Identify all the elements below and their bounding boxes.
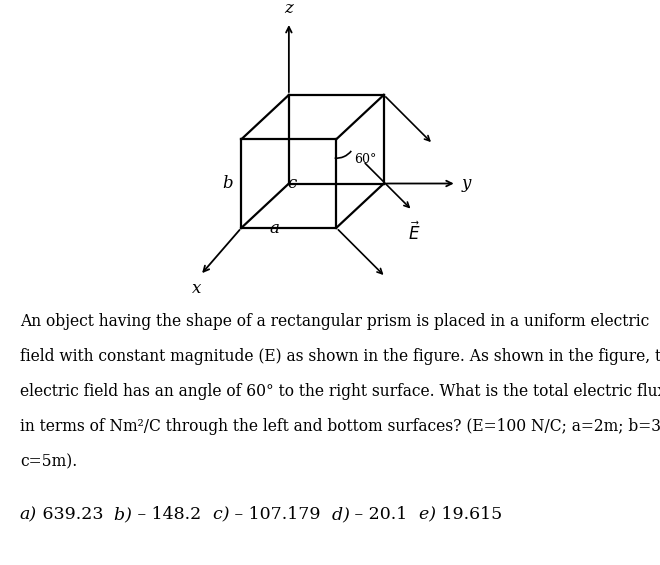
Text: field with constant magnitude (E) as shown in the figure. As shown in the figure: field with constant magnitude (E) as sho…	[20, 348, 660, 365]
Text: y: y	[461, 175, 471, 192]
Text: – 107.179: – 107.179	[229, 506, 321, 523]
Text: An object having the shape of a rectangular prism is placed in a uniform electri: An object having the shape of a rectangu…	[20, 313, 649, 330]
Text: b): b)	[104, 506, 132, 523]
Text: a): a)	[20, 506, 37, 523]
Text: c: c	[287, 175, 296, 192]
Text: x: x	[193, 280, 202, 297]
Text: d): d)	[321, 506, 349, 523]
Text: 60°: 60°	[354, 154, 376, 167]
Text: electric field has an angle of 60° to the right surface. What is the total elect: electric field has an angle of 60° to th…	[20, 383, 660, 400]
Text: c): c)	[201, 506, 229, 523]
Text: – 20.1: – 20.1	[349, 506, 408, 523]
Text: 639.23: 639.23	[37, 506, 104, 523]
Text: z: z	[284, 1, 293, 18]
Text: c=5m).: c=5m).	[20, 453, 77, 470]
Text: a: a	[270, 220, 280, 237]
Text: e): e)	[408, 506, 436, 523]
Text: – 148.2: – 148.2	[132, 506, 201, 523]
Text: in terms of Nm²/C through the left and bottom surfaces? (E=100 N/C; a=2m; b=3m;: in terms of Nm²/C through the left and b…	[20, 418, 660, 435]
Text: b: b	[222, 175, 232, 192]
Text: $\vec{E}$: $\vec{E}$	[408, 221, 420, 244]
Text: 19.615: 19.615	[436, 506, 502, 523]
